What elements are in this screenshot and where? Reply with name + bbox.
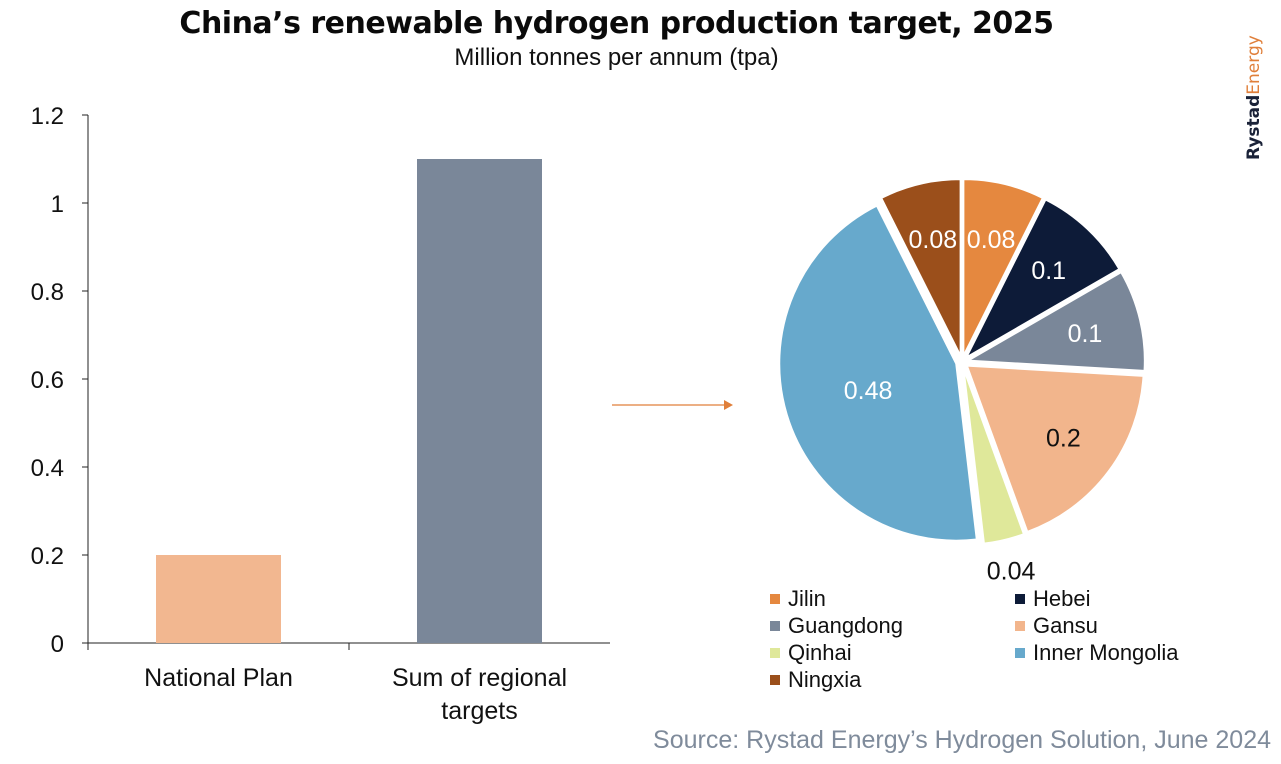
legend-swatch	[1015, 621, 1025, 631]
y-tick-label: 0	[51, 631, 64, 658]
pie-slice-gansu	[965, 364, 1145, 534]
y-tick-label: 1.2	[31, 103, 64, 130]
y-tick-label: 0.4	[31, 455, 64, 482]
pie-slice-hebei	[963, 198, 1121, 361]
legend-label: Qinhai	[788, 640, 852, 665]
pie-data-label: 0.2	[1046, 424, 1081, 452]
pie-slice-qinhai	[962, 367, 1026, 545]
legend-label: Ningxia	[788, 667, 862, 692]
chart-title: China’s renewable hydrogen production ta…	[179, 6, 1054, 41]
legend-item-hebei: Hebei	[1015, 586, 1090, 612]
y-tick-label: 0.6	[31, 367, 64, 394]
source-note: Source: Rystad Energy’s Hydrogen Solutio…	[653, 726, 1271, 754]
pie-data-label: 0.08	[909, 226, 958, 254]
legend-swatch	[1015, 648, 1025, 658]
legend-label: Jilin	[788, 586, 826, 611]
pie-chart: 0.08 0.1 0.1 0.2 0.04 0.48 0.08	[778, 178, 1146, 585]
chart-subtitle: Million tonnes per annum (tpa)	[454, 44, 779, 71]
legend-swatch	[770, 594, 780, 604]
pie-data-label: 0.1	[1031, 257, 1066, 285]
arrow-head	[724, 400, 733, 410]
legend-item-ningxia: Ningxia	[770, 667, 861, 693]
bar-0	[156, 555, 281, 643]
y-tick-label: 0.2	[31, 543, 64, 570]
bar-chart: 0 0.2 0.4 0.6 0.8 1 1.2 National Plan Sum of reg…	[31, 103, 610, 725]
x-category-label: National Plan	[144, 664, 293, 692]
legend-label: Gansu	[1033, 613, 1098, 638]
x-category-label: Sum of regional targets	[392, 664, 567, 725]
legend-swatch	[1015, 594, 1025, 604]
y-tick-label: 1	[51, 191, 64, 218]
pie-data-label: 0.48	[844, 377, 893, 405]
legend-item-gansu: Gansu	[1015, 613, 1098, 639]
pie-slice-guangdong	[964, 270, 1146, 372]
y-tick-label: 0.8	[31, 279, 64, 306]
pie-data-label: 0.1	[1068, 320, 1103, 348]
connector-arrow	[612, 400, 733, 410]
legend-label: Guangdong	[788, 613, 903, 638]
pie-data-label: 0.08	[967, 226, 1016, 254]
bar-1	[417, 159, 542, 643]
pie-slice-jilin	[962, 178, 1045, 357]
legend-label: Inner Mongolia	[1033, 640, 1179, 665]
pie-slice-ningxia	[879, 178, 962, 357]
legend-item-jilin: Jilin	[770, 586, 826, 612]
legend-swatch	[770, 648, 780, 658]
legend-item-guangdong: Guangdong	[770, 613, 903, 639]
legend-item-qinhai: Qinhai	[770, 640, 852, 666]
pie-data-label: 0.04	[987, 557, 1036, 585]
legend-label: Hebei	[1033, 586, 1091, 611]
legend-swatch	[770, 621, 780, 631]
pie-slice-inner-mongolia	[778, 204, 978, 542]
legend-swatch	[770, 675, 780, 685]
legend-item-inner-mongolia: Inner Mongolia	[1015, 640, 1179, 666]
